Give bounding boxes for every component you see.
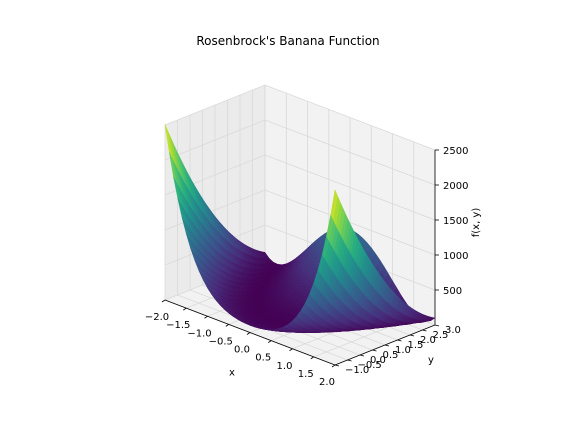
x-tick-label: −0.5: [209, 336, 233, 347]
x-tick-label: 0.5: [255, 353, 271, 364]
z-tick-label: 2000: [443, 181, 468, 192]
y-tick: [347, 359, 352, 362]
y-tick: [409, 334, 415, 337]
x-tick-label: 0.0: [234, 345, 250, 356]
x-tick: [183, 307, 187, 311]
y-tick: [359, 354, 365, 357]
gridline-z: [164, 84, 436, 151]
y-tick-label: 2.0: [420, 335, 436, 346]
y-tick: [397, 339, 402, 342]
z-tick-label: 2500: [443, 146, 468, 157]
x-tick: [289, 348, 293, 352]
x-tick: [246, 332, 251, 335]
x-tick: [204, 315, 208, 319]
x-tick-label: 1.0: [277, 361, 293, 372]
x-tick-label: 2.0: [319, 377, 335, 388]
axis-ticks: −2.0−1.5−1.0−0.50.00.51.01.52.0−1.0−0.50…: [145, 146, 469, 388]
y-tick: [434, 324, 440, 327]
y-tick: [384, 344, 390, 347]
z-axis-label: f(x, y): [471, 208, 482, 238]
y-tick-label: 3.0: [445, 325, 461, 336]
x-axis-label: x: [229, 368, 235, 379]
y-tick-label: −1.0: [345, 365, 369, 376]
y-tick-label: 2.5: [433, 330, 449, 341]
z-tick-label: 500: [443, 286, 462, 297]
x-tick: [331, 364, 336, 368]
z-tick-label: 1000: [443, 251, 468, 262]
y-tick: [422, 329, 427, 332]
x-tick: [161, 299, 166, 303]
x-tick-label: −1.5: [166, 320, 190, 331]
y-tick-label: −0.5: [358, 360, 382, 371]
gridline-y: [189, 115, 361, 356]
x-tick: [225, 324, 229, 327]
gridline-z: [164, 119, 436, 186]
x-tick-label: −1.0: [187, 328, 211, 339]
z-tick-label: 1500: [443, 216, 468, 227]
x-tick: [268, 340, 272, 343]
y-tick: [334, 364, 340, 367]
axis-labels: x y f(x, y): [229, 208, 482, 379]
gridline-z: [164, 154, 436, 221]
chart-title: Rosenbrock's Banana Function: [196, 34, 380, 48]
y-tick: [372, 349, 377, 352]
surface-mesh: [164, 124, 436, 333]
y-tick-label: 0.5: [383, 350, 399, 361]
x-tick: [310, 356, 314, 360]
y-tick-label: 1.5: [408, 340, 424, 351]
x-tick-label: −2.0: [145, 312, 169, 323]
surface-facet: [330, 189, 338, 221]
y-tick-label: 0.0: [370, 355, 386, 366]
y-axis-label: y: [428, 355, 434, 366]
y-tick-label: 1.0: [395, 345, 411, 356]
x-tick-label: 1.5: [298, 369, 314, 380]
